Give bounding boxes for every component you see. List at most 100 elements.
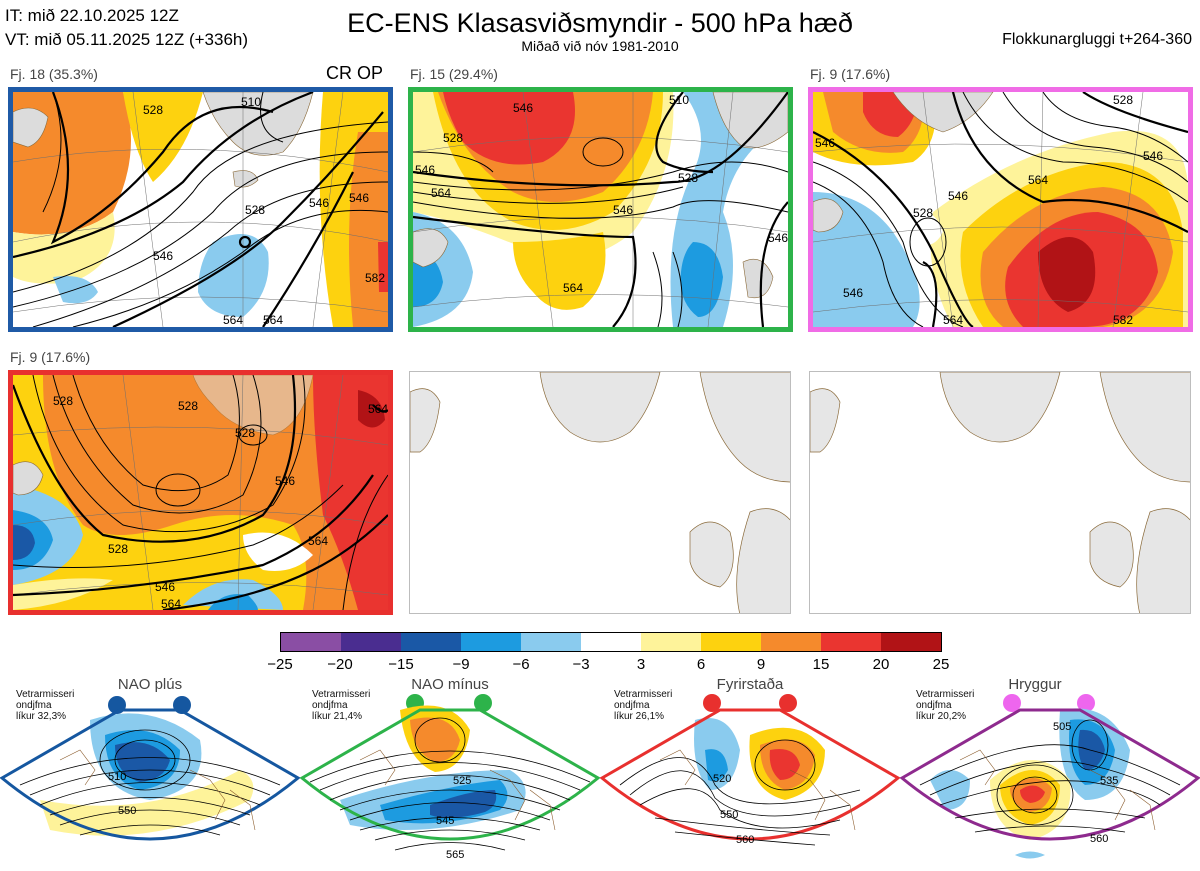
colorbar-swatch xyxy=(461,633,521,651)
contour-label: 510 xyxy=(241,95,261,109)
colorbar-tick: −6 xyxy=(512,656,530,673)
colorbar-tick: 25 xyxy=(932,656,950,673)
contour-label: 564 xyxy=(308,534,328,548)
contour-label: 546 xyxy=(815,136,835,150)
contour-label: 564 xyxy=(223,313,243,327)
sector-frame xyxy=(600,708,900,841)
colorbar-swatch xyxy=(821,633,881,651)
cluster-map-panel-4: 528 528 528 546 564 546 564 528 564 xyxy=(8,370,393,615)
colorbar-swatch xyxy=(881,633,941,651)
contour-label: 546 xyxy=(309,196,329,210)
colorbar-swatch xyxy=(281,633,341,651)
contour-label: 550 xyxy=(118,805,136,817)
colorbar-tick: −20 xyxy=(327,656,353,673)
contour-label: 546 xyxy=(349,191,369,205)
regime-1-note: Vetrarmisseri ondjfma líkur 32,3% xyxy=(16,689,75,722)
anomaly-shading xyxy=(313,375,388,610)
empty-map-6-svg xyxy=(810,372,1190,613)
contour-label: 550 xyxy=(720,809,738,821)
anomaly-shading xyxy=(349,132,388,327)
colorbar-swatch xyxy=(761,633,821,651)
coastline xyxy=(699,372,790,483)
contour-label: 535 xyxy=(1100,775,1118,787)
panel-2-label: Fj. 15 (29.4%) xyxy=(410,66,498,82)
anomaly-shading xyxy=(1015,851,1045,859)
regime-1-title: NAO plús xyxy=(117,676,183,693)
anomaly-shading xyxy=(705,749,728,782)
cluster-map-3-svg: 546 528 546 564 582 528 546 546 564 xyxy=(813,92,1188,327)
colorbar-swatch xyxy=(401,633,461,651)
contour-label: 545 xyxy=(436,815,454,827)
coastline xyxy=(13,107,49,148)
sector-frame xyxy=(300,708,600,841)
anomaly-shading xyxy=(13,525,35,560)
classification-window: Flokkunargluggi t+264-360 xyxy=(1002,31,1192,48)
cluster-map-1-svg: 510 528 528 546 546 546 564 564 582 xyxy=(13,92,388,327)
sector-frame xyxy=(0,708,300,841)
contour-label: 528 xyxy=(235,426,255,440)
coastline xyxy=(13,461,44,496)
contour-label: 510 xyxy=(669,93,689,107)
anomaly-shading xyxy=(208,594,258,610)
coastline xyxy=(410,388,441,453)
contour-label: 546 xyxy=(948,189,968,203)
colorbar-swatch xyxy=(521,633,581,651)
coastline xyxy=(810,388,841,453)
coastline xyxy=(413,228,449,268)
coastline xyxy=(1099,372,1190,483)
contour-label: 546 xyxy=(275,474,295,488)
contour-label: 582 xyxy=(365,271,385,285)
anomaly-shading xyxy=(1038,237,1096,312)
regime-2-map: 525 545 565 xyxy=(300,694,600,861)
contour-label: 564 xyxy=(368,402,388,416)
contour-label: 546 xyxy=(843,286,863,300)
regime-3-note: Vetrarmisseri ondjfma líkur 26,1% xyxy=(614,689,673,722)
coastline xyxy=(192,375,314,436)
contour-label: 546 xyxy=(1143,149,1163,163)
colorbar-swatch xyxy=(581,633,641,651)
contour-label: 564 xyxy=(943,313,963,327)
contour-label: 528 xyxy=(143,103,163,117)
cluster-map-2-svg: 528 546 546 564 564 528 546 510 546 xyxy=(413,92,788,327)
contour-label: 546 xyxy=(155,580,175,594)
contour-label: 528 xyxy=(443,131,463,145)
anomaly-shading xyxy=(1020,785,1045,803)
anomaly-shading xyxy=(378,242,388,292)
contour-label: 528 xyxy=(245,203,265,217)
contour-label: 564 xyxy=(1028,173,1048,187)
panel-3-label: Fj. 9 (17.6%) xyxy=(810,66,891,82)
contour-label: 565 xyxy=(446,849,464,861)
empty-map-panel-6 xyxy=(809,371,1191,614)
regime-2-title: NAO mínus xyxy=(411,676,489,693)
init-time: IT: mið 22.10.2025 12Z xyxy=(5,6,179,25)
contour-label: 528 xyxy=(678,171,698,185)
page-subtitle: Miðað við nóv 1981-2010 xyxy=(521,38,679,54)
contour-label: 564 xyxy=(263,313,283,327)
anomaly-shading xyxy=(358,390,385,428)
colorbar-tick: 6 xyxy=(696,656,706,673)
coastline xyxy=(232,170,259,188)
contour-label: 546 xyxy=(415,163,435,177)
regime-marker-icon xyxy=(703,694,721,712)
contour-label: 528 xyxy=(53,394,73,408)
colorbar-tick: −25 xyxy=(267,656,293,673)
regime-4-note: Vetrarmisseri ondjfma líkur 20,2% xyxy=(916,689,975,722)
regime-2-note: Vetrarmisseri ondjfma líkur 21,4% xyxy=(312,689,371,722)
anomaly-shading xyxy=(198,234,269,317)
regime-marker-icon xyxy=(1003,694,1021,712)
anomaly-shading xyxy=(115,742,170,782)
contour-label: 546 xyxy=(153,249,173,263)
coastline xyxy=(939,372,1061,443)
contour-label: 510 xyxy=(108,771,126,783)
contour-label: 525 xyxy=(453,775,471,787)
colorbar-swatch xyxy=(641,633,701,651)
colorbar xyxy=(280,632,942,652)
cluster-map-panel-1: 510 528 528 546 546 546 564 564 582 xyxy=(8,87,393,332)
anomaly-shading xyxy=(680,242,723,317)
colorbar-tick: −15 xyxy=(388,656,414,673)
coastline xyxy=(742,258,774,299)
regime-3-title: Fyrirstaða xyxy=(716,676,784,693)
contour-label: 546 xyxy=(768,231,788,245)
page-title: EC-ENS Klasasviðsmyndir - 500 hPa hæð xyxy=(347,8,853,38)
colorbar-tick: 20 xyxy=(872,656,890,673)
